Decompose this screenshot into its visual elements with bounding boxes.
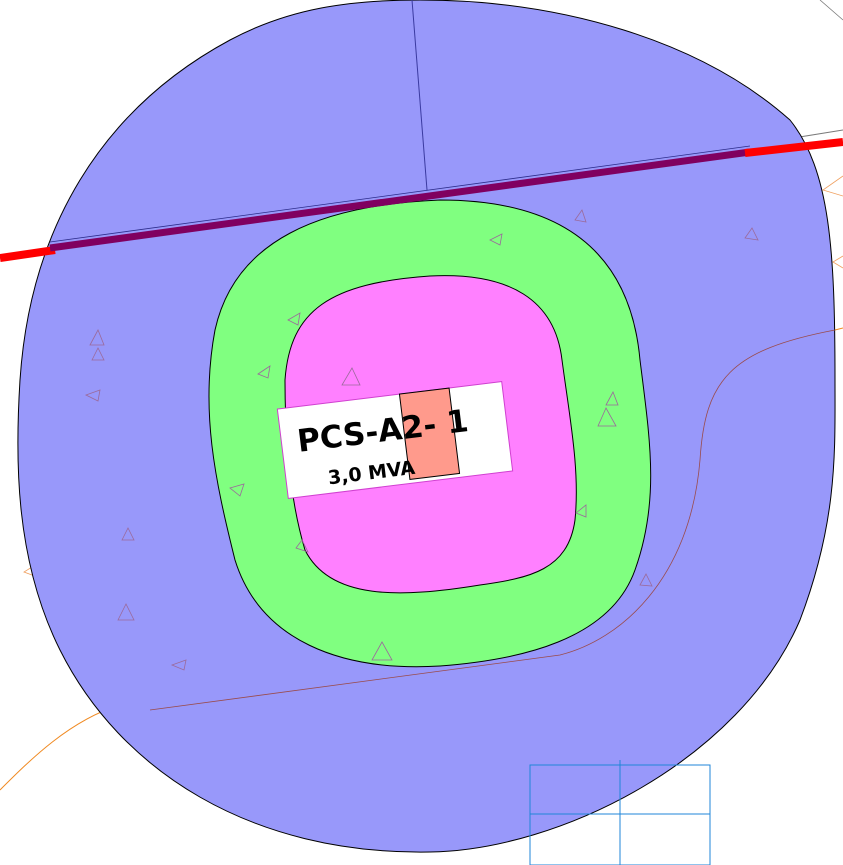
survey-mark — [489, 233, 503, 246]
survey-mark — [744, 227, 759, 241]
survey-mark — [84, 389, 101, 402]
survey-mark — [117, 603, 135, 621]
power-line-right — [744, 138, 843, 157]
survey-mark-edge-2 — [832, 255, 843, 269]
survey-mark-edge — [822, 175, 843, 197]
survey-mark — [287, 312, 301, 326]
parcel-line-inner-arc — [149, 329, 836, 711]
survey-mark — [574, 209, 587, 223]
grid-box — [529, 760, 711, 865]
survey-mark — [229, 483, 245, 497]
survey-mark — [605, 391, 619, 406]
survey-mark — [170, 659, 187, 671]
power-line-edge — [49, 145, 751, 243]
substation-label-group[interactable]: PCS-A2- 1 3,0 MVA — [276, 381, 514, 499]
grey-line-top — [819, 0, 843, 21]
survey-mark — [89, 329, 105, 346]
survey-marks — [84, 209, 759, 671]
power-line-left — [0, 246, 56, 262]
survey-mark — [341, 367, 361, 386]
substation-marker[interactable] — [398, 387, 461, 481]
contour-line-right — [834, 327, 843, 331]
survey-mark — [257, 365, 271, 379]
contour-line — [0, 704, 121, 791]
parcel-line-vertical — [411, 0, 428, 191]
survey-mark — [597, 407, 617, 427]
survey-mark — [639, 573, 653, 587]
survey-mark — [295, 539, 309, 553]
survey-mark — [121, 527, 135, 541]
survey-mark — [91, 347, 105, 361]
survey-mark — [371, 641, 393, 661]
power-line-overlap — [49, 148, 751, 252]
survey-mark — [575, 504, 587, 518]
